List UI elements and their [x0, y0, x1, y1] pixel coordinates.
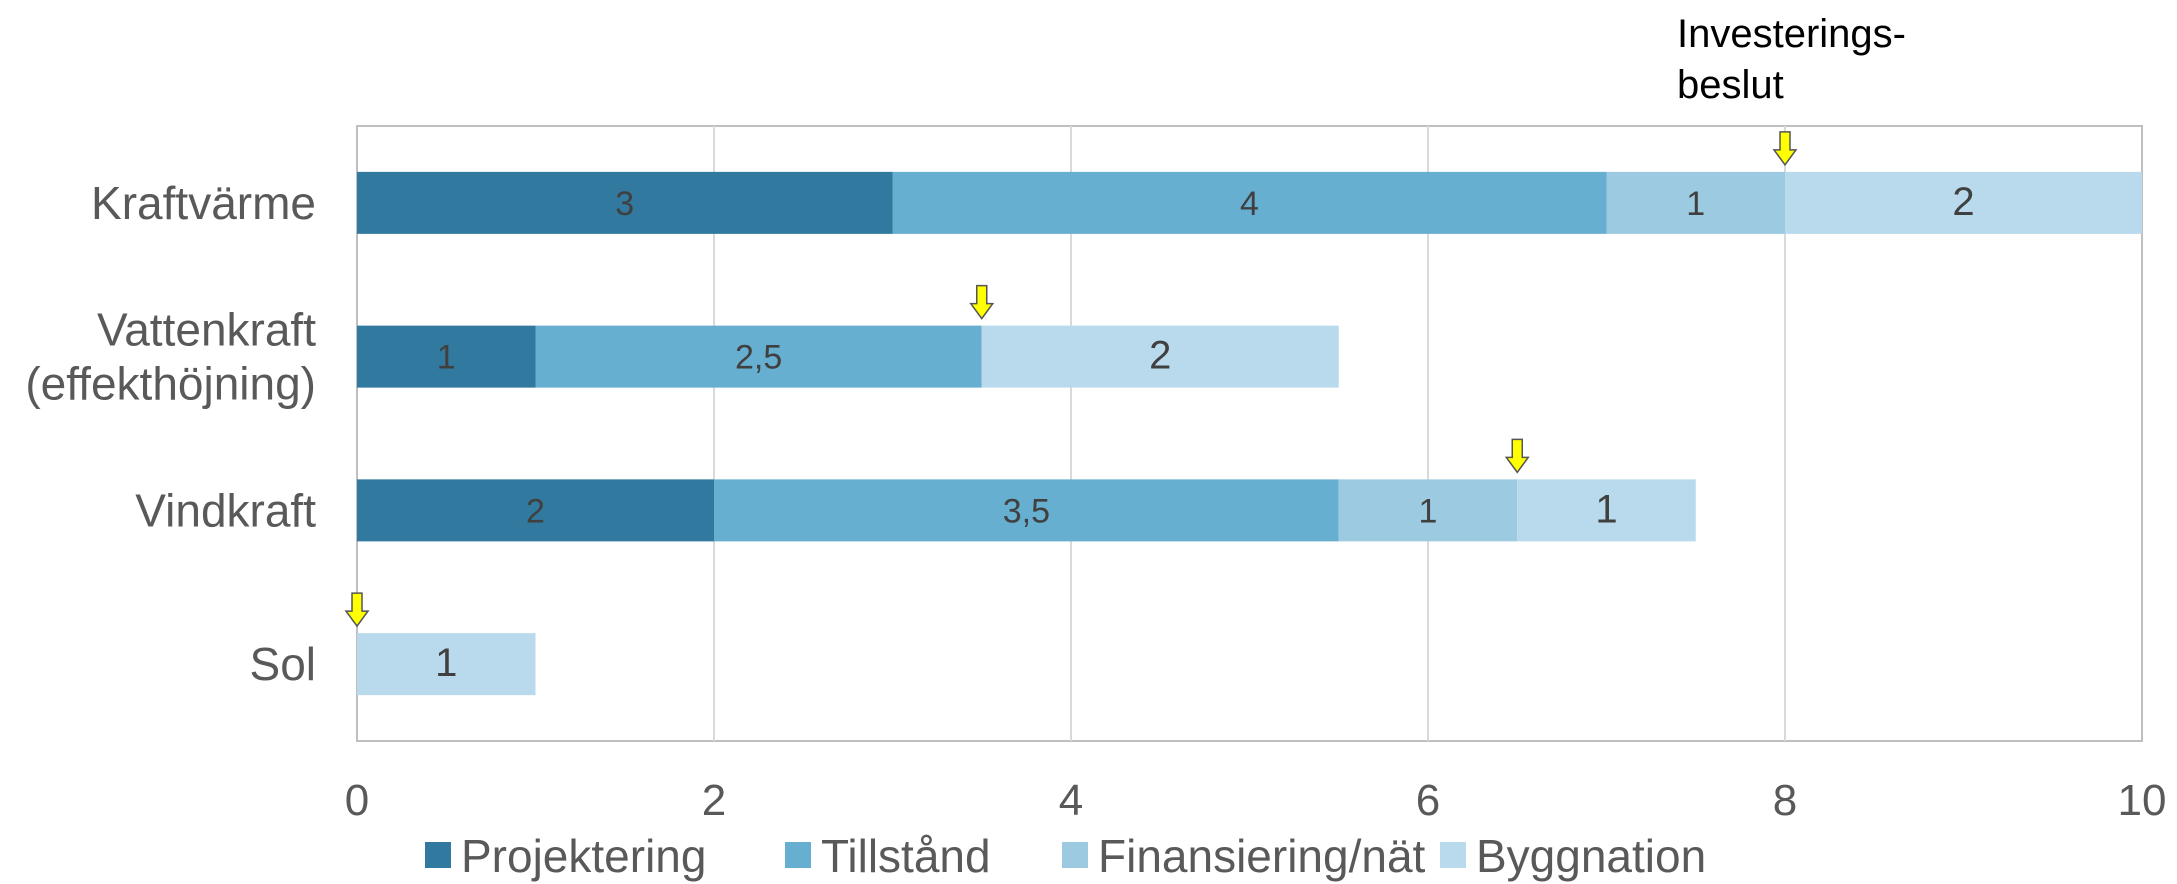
- bar-byggnation: [1517, 479, 1696, 542]
- data-label: 1: [1595, 487, 1617, 531]
- category-labels: Kraftvärme Vattenkraft(effekthöjning) Vind…: [25, 177, 316, 690]
- x-tick-label: 8: [1773, 776, 1797, 825]
- data-label: 2,5: [735, 339, 782, 377]
- legend-swatch: [1440, 842, 1466, 868]
- plot-area-border: [356, 125, 2143, 742]
- bar-byggnation: [1785, 171, 2142, 234]
- data-label: 1: [435, 641, 457, 685]
- category-label: (effekthöjning): [25, 358, 316, 410]
- legend-swatch: [785, 842, 811, 868]
- legend-label: Tillstånd: [821, 830, 991, 882]
- x-axis-tick-labels: 0 2 4 6 8 10: [345, 776, 2167, 825]
- legend-label: Byggnation: [1476, 830, 1706, 882]
- legend: Projektering Tillstånd Finansiering/nät Byg…: [425, 830, 1706, 882]
- bar-tillst-nd: [892, 171, 1607, 234]
- legend-label: Projektering: [461, 830, 706, 882]
- bar-projektering: [357, 479, 714, 542]
- bar-finansiering-n-t: [1606, 171, 1785, 234]
- category-label: Vindkraft: [135, 484, 316, 536]
- data-label: 1: [1686, 185, 1705, 223]
- data-label: 1: [1419, 492, 1438, 530]
- data-label: 2: [1952, 180, 1974, 224]
- bar-finansiering-n-t: [1338, 479, 1518, 542]
- x-tick-label: 10: [2118, 776, 2167, 825]
- bar-projektering: [357, 325, 536, 388]
- category-label: Kraftvärme: [91, 177, 316, 229]
- data-label: 4: [1240, 185, 1259, 223]
- data-label: 3,5: [1003, 492, 1050, 530]
- annotation-line-1: Investerings-: [1677, 12, 1906, 56]
- decision-arrow-icon: [969, 284, 995, 320]
- bars: [357, 171, 2142, 696]
- category-label: Vattenkraft: [97, 304, 316, 356]
- x-tick-label: 0: [345, 776, 369, 825]
- legend-swatch: [1062, 842, 1088, 868]
- segment-labels: 3 4 1 2 1 2,5 2 2 3,5 1 1 1: [435, 180, 1975, 685]
- data-label: 2: [1149, 334, 1171, 378]
- bar-tillst-nd: [714, 479, 1339, 542]
- bar-byggnation: [981, 325, 1339, 388]
- x-tick-label: 6: [1416, 776, 1440, 825]
- bar-tillst-nd: [535, 325, 982, 388]
- data-label: 1: [437, 339, 456, 377]
- data-label: 3: [615, 185, 634, 223]
- legend-swatch: [425, 842, 451, 868]
- bar-projektering: [357, 171, 893, 234]
- legend-label: Finansiering/nät: [1098, 830, 1426, 882]
- decision-arrow-icon: [1772, 131, 1798, 167]
- decision-arrow-icon: [1504, 438, 1530, 474]
- data-label: 2: [526, 492, 545, 530]
- category-label: Sol: [250, 638, 316, 690]
- x-tick-label: 2: [702, 776, 726, 825]
- annotation-line-2: beslut: [1677, 63, 1784, 107]
- decision-arrow-icon: [344, 592, 370, 628]
- bar-byggnation: [357, 633, 536, 696]
- x-tick-label: 4: [1059, 776, 1083, 825]
- decision-markers: [344, 131, 1798, 628]
